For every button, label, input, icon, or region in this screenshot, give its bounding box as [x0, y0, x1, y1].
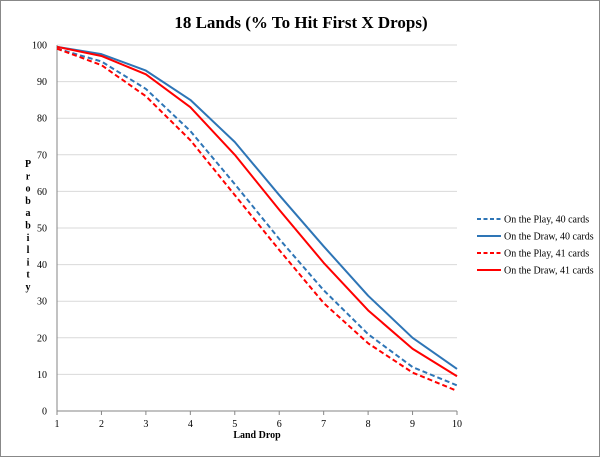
x-tick-label: 8: [366, 419, 371, 430]
y-axis-title-letter: t: [26, 270, 30, 281]
y-tick-label: 50: [37, 224, 47, 235]
y-axis-title-letter: b: [25, 196, 31, 207]
legend: On the Play, 40 cards On the Draw, 40 car…: [477, 215, 594, 277]
x-tick-label: 2: [99, 419, 104, 430]
x-tick-label: 4: [188, 419, 193, 430]
y-axis-title-letter: r: [26, 171, 31, 182]
y-tick-label: 10: [37, 370, 47, 381]
x-tick-label: 3: [143, 419, 148, 430]
y-tick-label: 80: [37, 114, 47, 125]
series-line-3: [56, 47, 458, 392]
x-tick-label: 9: [410, 419, 415, 430]
y-axis-title-letter: P: [25, 159, 31, 170]
y-tick-label: 100: [32, 41, 47, 52]
legend-label-3: On the Play, 41 cards: [504, 249, 589, 260]
y-axis-title-letter: o: [26, 184, 31, 195]
y-tick-label: 70: [37, 150, 47, 161]
y-axis-title-letter: l: [27, 245, 30, 256]
x-tick-label: 7: [321, 419, 326, 430]
y-tick-label: 60: [37, 187, 47, 198]
y-axis-title-letter: b: [25, 221, 31, 232]
series-lines: [56, 45, 458, 392]
chart-title: 18 Lands (% To Hit First X Drops): [174, 13, 427, 32]
x-tick-label: 10: [452, 419, 462, 430]
series-line-2: [56, 45, 458, 370]
y-axis-title-letter: i: [27, 257, 30, 268]
series-line-1: [56, 47, 458, 387]
x-tick-labels: 1 2 3 4 5 6 7 8 9 10: [55, 419, 463, 430]
legend-label-1: On the Play, 40 cards: [504, 215, 589, 226]
legend-label-4: On the Draw, 41 cards: [504, 266, 594, 277]
y-tick-labels: 0 10 20 30 40 50 60 70 80 90 100: [32, 41, 47, 418]
legend-label-2: On the Draw, 40 cards: [504, 232, 594, 243]
x-tick-label: 1: [55, 419, 60, 430]
y-tick-label: 90: [37, 77, 47, 88]
y-tick-label: 0: [42, 407, 47, 418]
x-axis-title: Land Drop: [233, 430, 281, 441]
grid-lines: [56, 44, 458, 415]
x-tick-label: 6: [277, 419, 282, 430]
x-tick-label: 5: [232, 419, 237, 430]
y-tick-label: 20: [37, 333, 47, 344]
y-axis-title-letter: a: [26, 208, 31, 219]
series-line-4: [56, 45, 458, 378]
y-axis-title-letter: y: [26, 282, 31, 293]
y-axis-title-letter: i: [27, 233, 30, 244]
y-tick-label: 40: [37, 260, 47, 271]
y-tick-label: 30: [37, 297, 47, 308]
